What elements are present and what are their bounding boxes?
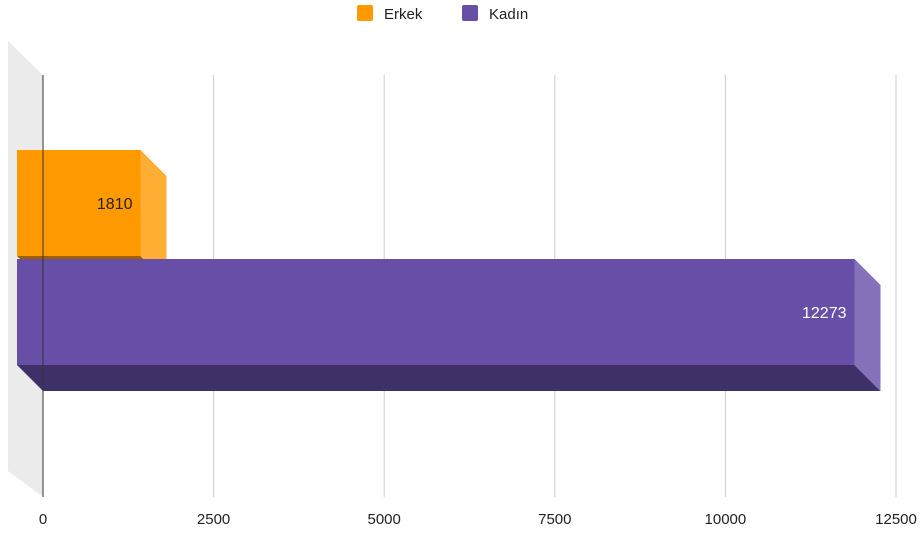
x-tick-label: 7500 <box>538 511 571 528</box>
bar-end-face <box>854 259 881 391</box>
legend-label: Erkek <box>384 6 423 23</box>
bars: 1810 12273 <box>17 150 881 391</box>
bar <box>17 150 141 256</box>
x-tick-label: 5000 <box>368 511 401 528</box>
bar-bottom-face <box>17 365 881 391</box>
legend-swatch <box>462 5 478 21</box>
legend-label: Kadın <box>489 6 528 23</box>
x-tick-label: 2500 <box>197 511 230 528</box>
bar-end-face <box>140 150 167 282</box>
data-label: 1810 <box>97 196 133 213</box>
bar <box>17 259 855 365</box>
bar-group: 12273 <box>17 259 881 391</box>
x-tick-label: 12500 <box>875 511 917 528</box>
legend-swatch <box>357 5 373 21</box>
x-tick-label: 10000 <box>705 511 747 528</box>
x-tick-label: 0 <box>39 511 47 528</box>
data-label: 12273 <box>802 305 847 322</box>
legend: Erkek Kadın <box>357 5 528 23</box>
x-axis: 0 2500 5000 7500 10000 12500 <box>39 75 917 528</box>
bar-group: 1810 <box>17 150 167 282</box>
